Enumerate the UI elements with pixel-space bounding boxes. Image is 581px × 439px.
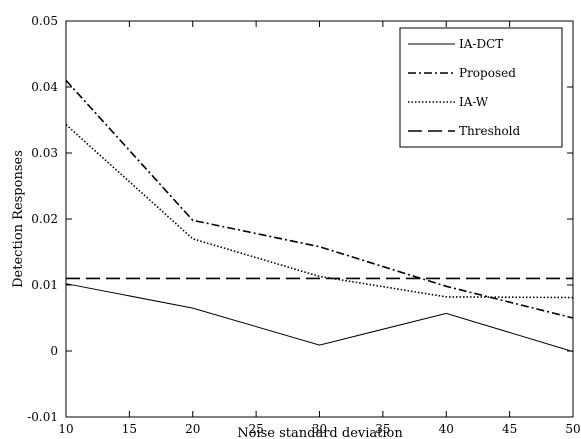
x-tick-label: 35 bbox=[375, 422, 390, 436]
y-tick-label: 0.04 bbox=[31, 80, 58, 94]
legend: IA-DCT Proposed IA-W Threshold bbox=[399, 27, 563, 148]
series-line-ia-dct bbox=[65, 283, 574, 353]
y-tick-label: 0.03 bbox=[31, 146, 58, 160]
y-tick-label: 0.05 bbox=[31, 14, 58, 28]
legend-label: IA-DCT bbox=[459, 37, 503, 51]
series-lines bbox=[65, 79, 574, 353]
y-axis-label: Detection Responses bbox=[11, 150, 26, 288]
legend-label: Proposed bbox=[459, 66, 516, 80]
y-tick-label: 0.02 bbox=[31, 212, 58, 226]
x-tick-label: 20 bbox=[185, 422, 200, 436]
x-tick-label: 30 bbox=[312, 422, 327, 436]
x-tick-label: 15 bbox=[122, 422, 137, 436]
y-tick-label: 0 bbox=[50, 344, 58, 358]
x-tick-label: 40 bbox=[439, 422, 454, 436]
series-line-ia-w bbox=[65, 124, 574, 299]
x-tick-label: 50 bbox=[565, 422, 580, 436]
y-tick-label: -0.01 bbox=[27, 410, 58, 424]
legend-box bbox=[399, 27, 563, 148]
x-tick-label: 45 bbox=[502, 422, 517, 436]
x-tick-label: 25 bbox=[248, 422, 263, 436]
x-axis-label: Noise standard deviation bbox=[237, 426, 403, 439]
legend-label: Threshold bbox=[459, 124, 521, 138]
x-tick-label: 10 bbox=[58, 422, 73, 436]
axis-ticks: 10 15 20 25 30 35 40 45 50 -0.01 0 0.01 0.02 0.03 0.04… bbox=[27, 14, 580, 436]
legend-label: IA-W bbox=[459, 95, 489, 109]
y-tick-label: 0.01 bbox=[31, 278, 58, 292]
